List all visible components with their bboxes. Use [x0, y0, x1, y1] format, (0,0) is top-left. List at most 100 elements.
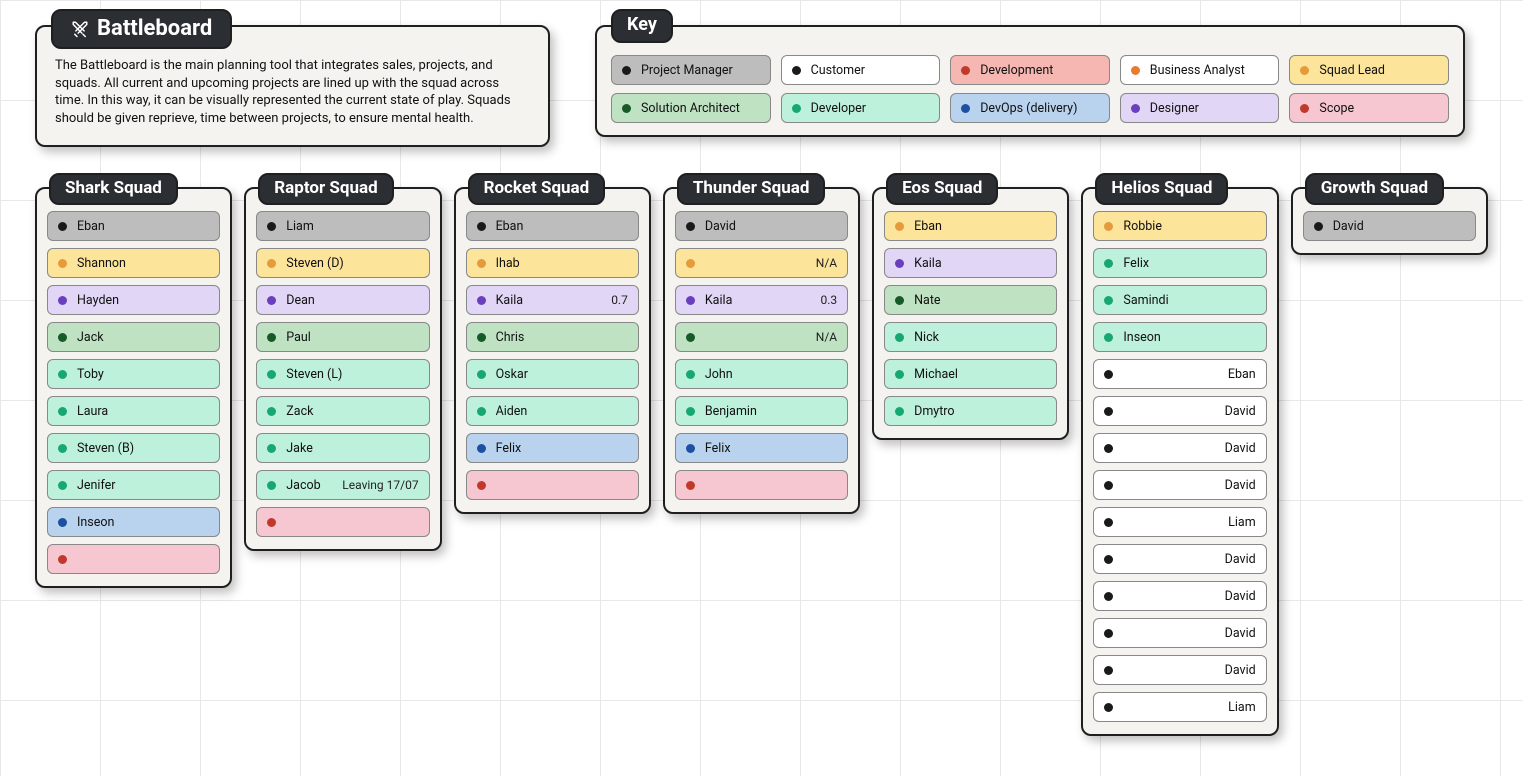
squad-member[interactable]: Kaila0.3: [675, 285, 848, 315]
role-label: Designer: [1150, 101, 1199, 116]
squad-member[interactable]: David: [1093, 581, 1266, 611]
squad-member[interactable]: [675, 470, 848, 500]
squad-member[interactable]: David: [1093, 655, 1266, 685]
squad-member[interactable]: Inseon: [1093, 322, 1266, 352]
member-note: N/A: [816, 256, 837, 270]
squad-member[interactable]: Dean: [256, 285, 429, 315]
member-name: Inseon: [77, 515, 114, 530]
squad-member[interactable]: Toby: [47, 359, 220, 389]
squad-member[interactable]: Paul: [256, 322, 429, 352]
member-name: Toby: [77, 367, 104, 382]
squad-member[interactable]: Aiden: [466, 396, 639, 426]
squad-member[interactable]: David: [1303, 211, 1476, 241]
squad-member[interactable]: Eban: [47, 211, 220, 241]
member-name: Jacob: [286, 478, 320, 493]
member-name: David: [1225, 404, 1256, 419]
squad-member[interactable]: N/A: [675, 248, 848, 278]
squad-member[interactable]: Dmytro: [884, 396, 1057, 426]
squad-card[interactable]: Raptor SquadLiamSteven (D)DeanPaulSteven…: [244, 187, 441, 551]
squad-member[interactable]: Felix: [1093, 248, 1266, 278]
squad-member[interactable]: David: [675, 211, 848, 241]
squad-member[interactable]: David: [1093, 618, 1266, 648]
squad-member[interactable]: Shannon: [47, 248, 220, 278]
squad-member[interactable]: Eban: [466, 211, 639, 241]
squad-member[interactable]: Robbie: [1093, 211, 1266, 241]
member-name: Nick: [914, 330, 939, 345]
squad-member[interactable]: David: [1093, 396, 1266, 426]
member-note: Leaving 17/07: [342, 478, 418, 492]
squad-member[interactable]: Michael: [884, 359, 1057, 389]
squad-card[interactable]: Thunder SquadDavidN/AKaila0.3N/AJohnBenj…: [663, 187, 860, 514]
battleboard-canvas[interactable]: Battleboard The Battleboard is the main …: [0, 0, 1523, 776]
squad-member[interactable]: Felix: [675, 433, 848, 463]
squad-member[interactable]: Oskar: [466, 359, 639, 389]
squad-member[interactable]: Jenifer: [47, 470, 220, 500]
member-name: Benjamin: [705, 404, 757, 419]
squad-member[interactable]: Steven (B): [47, 433, 220, 463]
squad-member[interactable]: Jack: [47, 322, 220, 352]
member-dot-icon: [895, 333, 904, 342]
squad-member[interactable]: Nate: [884, 285, 1057, 315]
squad-member[interactable]: Steven (L): [256, 359, 429, 389]
member-dot-icon: [58, 518, 67, 527]
member-dot-icon: [477, 370, 486, 379]
squad-member[interactable]: Liam: [256, 211, 429, 241]
squad-member[interactable]: David: [1093, 470, 1266, 500]
key-role: Solution Architect: [611, 93, 771, 123]
squad-member[interactable]: Laura: [47, 396, 220, 426]
squad-member[interactable]: Felix: [466, 433, 639, 463]
member-list: Eban Ihab Kaila0.7 Chris Oskar Aiden Felix: [466, 211, 639, 500]
squad-member[interactable]: John: [675, 359, 848, 389]
key-role: Squad Lead: [1289, 55, 1449, 85]
squad-member[interactable]: Zack: [256, 396, 429, 426]
member-dot-icon: [1104, 407, 1113, 416]
member-name: Nate: [914, 293, 940, 308]
role-dot-icon: [622, 66, 631, 75]
squad-card[interactable]: Growth SquadDavid: [1291, 187, 1488, 255]
squad-member[interactable]: Samindi: [1093, 285, 1266, 315]
role-label: Customer: [811, 63, 865, 78]
member-name: Eban: [1228, 367, 1256, 382]
squad-member[interactable]: Kaila0.7: [466, 285, 639, 315]
squad-title: Helios Squad: [1095, 173, 1228, 204]
squad-member[interactable]: Jacob Leaving 17/07: [256, 470, 429, 500]
squad-member[interactable]: Steven (D): [256, 248, 429, 278]
squad-member[interactable]: Nick: [884, 322, 1057, 352]
squad-member[interactable]: Benjamin: [675, 396, 848, 426]
squad-member[interactable]: Kaila: [884, 248, 1057, 278]
squad-card[interactable]: Eos SquadEbanKailaNateNickMichaelDmytro: [872, 187, 1069, 440]
member-dot-icon: [1104, 666, 1113, 675]
role-dot-icon: [1300, 66, 1309, 75]
squad-member[interactable]: [256, 507, 429, 537]
squad-member[interactable]: Eban: [1093, 359, 1266, 389]
squad-member[interactable]: [466, 470, 639, 500]
squad-member[interactable]: [47, 544, 220, 574]
member-dot-icon: [1104, 222, 1113, 231]
squad-member[interactable]: David: [1093, 433, 1266, 463]
member-name: David: [705, 219, 736, 234]
squad-card[interactable]: Rocket SquadEbanIhabKaila0.7ChrisOskarAi…: [454, 187, 651, 514]
key-role: Business Analyst: [1120, 55, 1280, 85]
squad-member[interactable]: N/A: [675, 322, 848, 352]
squad-member[interactable]: Hayden: [47, 285, 220, 315]
member-list: Liam Steven (D) Dean Paul Steven (L) Zack Jake…: [256, 211, 429, 537]
member-name: Jenifer: [77, 478, 116, 493]
key-role: Development: [950, 55, 1110, 85]
squad-member[interactable]: Liam: [1093, 507, 1266, 537]
member-name: Kaila: [705, 293, 733, 308]
squad-member[interactable]: Eban: [884, 211, 1057, 241]
squad-member[interactable]: Liam: [1093, 692, 1266, 722]
member-dot-icon: [686, 444, 695, 453]
squad-card[interactable]: Shark SquadEbanShannonHaydenJackTobyLaur…: [35, 187, 232, 588]
role-label: Developer: [811, 101, 866, 116]
member-dot-icon: [267, 222, 276, 231]
member-name: Jack: [77, 330, 104, 345]
squad-member[interactable]: Ihab: [466, 248, 639, 278]
squad-member[interactable]: Chris: [466, 322, 639, 352]
squad-member[interactable]: Inseon: [47, 507, 220, 537]
intro-description: The Battleboard is the main planning too…: [55, 57, 530, 127]
member-name: David: [1225, 552, 1256, 567]
squad-card[interactable]: Helios SquadRobbieFelixSamindiInseonEban…: [1081, 187, 1278, 736]
squad-member[interactable]: Jake: [256, 433, 429, 463]
squad-member[interactable]: David: [1093, 544, 1266, 574]
